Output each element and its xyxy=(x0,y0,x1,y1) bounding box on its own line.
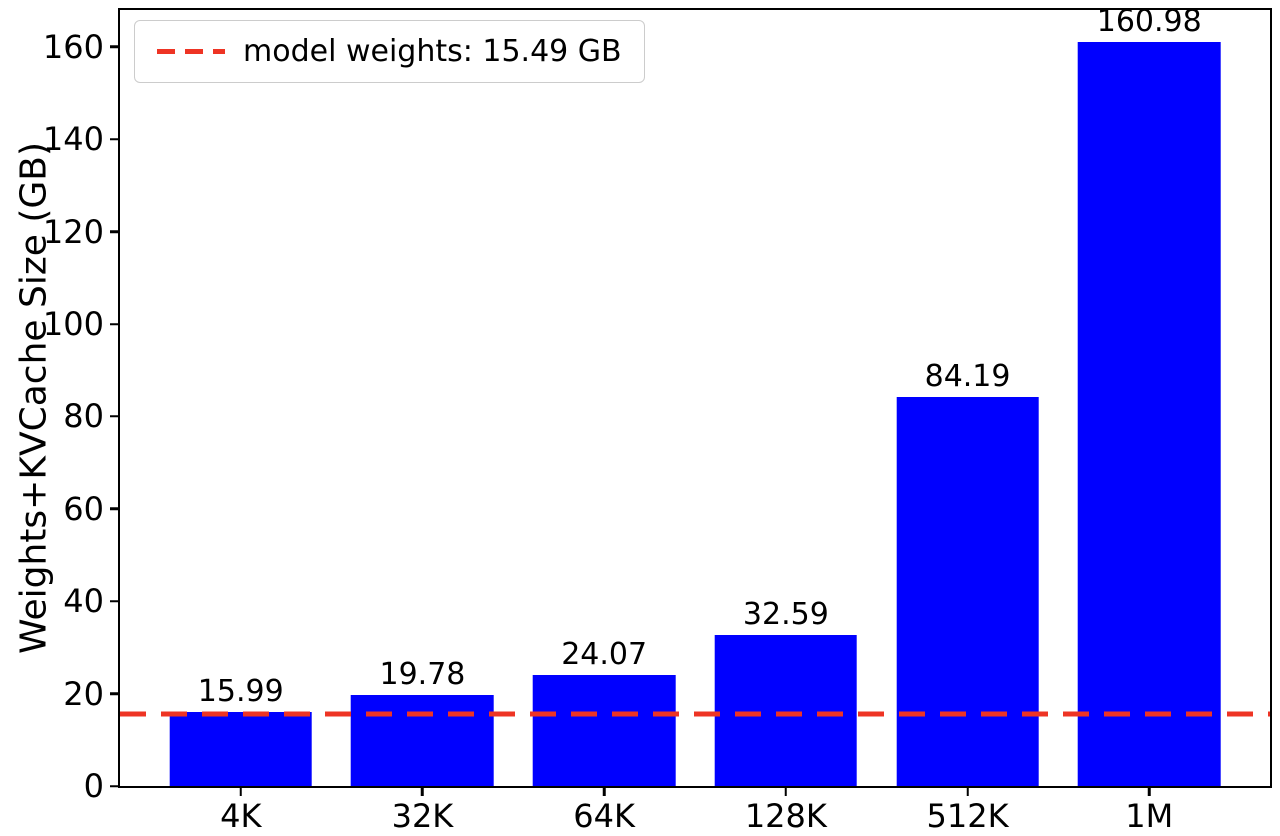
y-tick-mark xyxy=(110,322,120,326)
y-tick-label: 160 xyxy=(42,27,104,66)
x-tick-label: 512K xyxy=(926,797,1009,835)
x-tick-label: 64K xyxy=(573,797,635,835)
x-tick-mark xyxy=(784,786,788,796)
bar: 15.99 xyxy=(169,677,313,786)
y-tick-label: 60 xyxy=(63,489,104,528)
bar: 24.07 xyxy=(532,639,676,786)
bar-value-label: 24.07 xyxy=(561,636,648,672)
y-tick-mark xyxy=(110,45,120,49)
y-tick-mark xyxy=(110,600,120,603)
y-tick-mark xyxy=(110,138,120,141)
x-tick-mark xyxy=(1148,786,1151,796)
y-tick-label: 140 xyxy=(42,120,104,159)
x-tick-label: 128K xyxy=(744,797,827,835)
y-tick-mark xyxy=(110,784,120,788)
x-tick-label: 4K xyxy=(220,797,262,835)
x-tick-mark xyxy=(421,786,424,796)
bar: 84.19 xyxy=(896,362,1039,786)
x-tick-mark xyxy=(239,786,242,796)
y-tick-label: 40 xyxy=(63,582,104,621)
model-weights-reference-line xyxy=(120,711,1270,717)
x-tick-mark xyxy=(966,786,969,796)
x-tick-label: 1M xyxy=(1125,797,1174,835)
y-tick-mark xyxy=(110,230,120,233)
y-tick-mark xyxy=(110,692,120,695)
bar: 19.78 xyxy=(351,659,494,786)
y-tick-mark xyxy=(110,507,120,511)
y-tick-label: 100 xyxy=(42,305,104,344)
bar-value-label: 84.19 xyxy=(924,359,1011,395)
y-tick-label: 20 xyxy=(63,674,104,713)
legend-label: model weights: 15.49 GB xyxy=(243,34,622,69)
y-tick-label: 80 xyxy=(63,397,104,436)
x-tick-label: 32K xyxy=(391,797,454,835)
legend: model weights: 15.49 GB xyxy=(134,20,645,83)
legend-dashed-line-swatch xyxy=(157,49,225,54)
bar: 160.98 xyxy=(1077,7,1221,786)
bar-value-label: 160.98 xyxy=(1096,4,1202,40)
x-tick-mark xyxy=(602,786,606,796)
plot-area: 15.99 19.78 24.07 32.59 84.19 160.98 model we… xyxy=(43,7,1272,832)
bar-value-label: 32.59 xyxy=(742,597,829,633)
y-tick-label: 120 xyxy=(42,212,104,251)
bar-value-label: 19.78 xyxy=(379,656,466,692)
y-tick-mark xyxy=(110,415,120,418)
bar: 32.59 xyxy=(714,600,858,786)
y-tick-label: 0 xyxy=(83,767,104,805)
bar-value-label: 15.99 xyxy=(197,674,284,710)
